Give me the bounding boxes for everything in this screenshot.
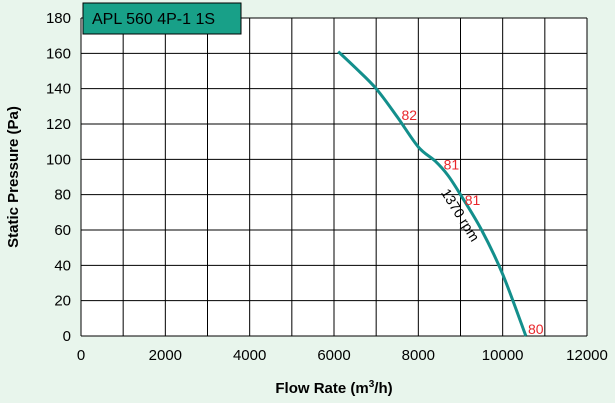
y-tick-label: 140 xyxy=(46,81,71,98)
point-label: 82 xyxy=(401,107,417,123)
x-tick-label: 6000 xyxy=(317,347,350,364)
point-labels: 82 81 81 80 xyxy=(401,107,543,337)
y-tick-label: 60 xyxy=(54,222,71,239)
y-tick-label: 180 xyxy=(46,10,71,27)
y-tick-label: 20 xyxy=(54,293,71,310)
y-tick-label: 120 xyxy=(46,116,71,133)
y-tick-label: 100 xyxy=(46,151,71,168)
series-line xyxy=(337,50,528,337)
x-tick-label: 10000 xyxy=(482,347,524,364)
y-tick-label: 0 xyxy=(63,328,71,345)
x-tick-label: 4000 xyxy=(233,347,266,364)
point-label: 81 xyxy=(444,157,460,173)
title-box xyxy=(82,2,242,35)
chart-title: APL 560 4P-1 1S xyxy=(92,11,215,28)
x-tick-label: 12000 xyxy=(566,347,608,364)
tick-labels: 0 20 40 60 80 100 120 140 160 180 0 2000 4000 6000 800… xyxy=(46,10,608,364)
y-axis-title: Static Pressure (Pa) xyxy=(5,106,22,248)
x-tick-label: 8000 xyxy=(402,347,435,364)
y-tick-label: 160 xyxy=(46,45,71,62)
gridlines xyxy=(80,17,588,337)
point-label: 80 xyxy=(528,321,544,337)
x-tick-label: 2000 xyxy=(149,347,182,364)
y-tick-label: 80 xyxy=(54,187,71,204)
x-axis-title: Flow Rate (m3/h) xyxy=(275,379,392,397)
y-tick-label: 40 xyxy=(54,257,71,274)
point-label: 81 xyxy=(465,192,481,208)
x-tick-label: 0 xyxy=(77,347,85,364)
